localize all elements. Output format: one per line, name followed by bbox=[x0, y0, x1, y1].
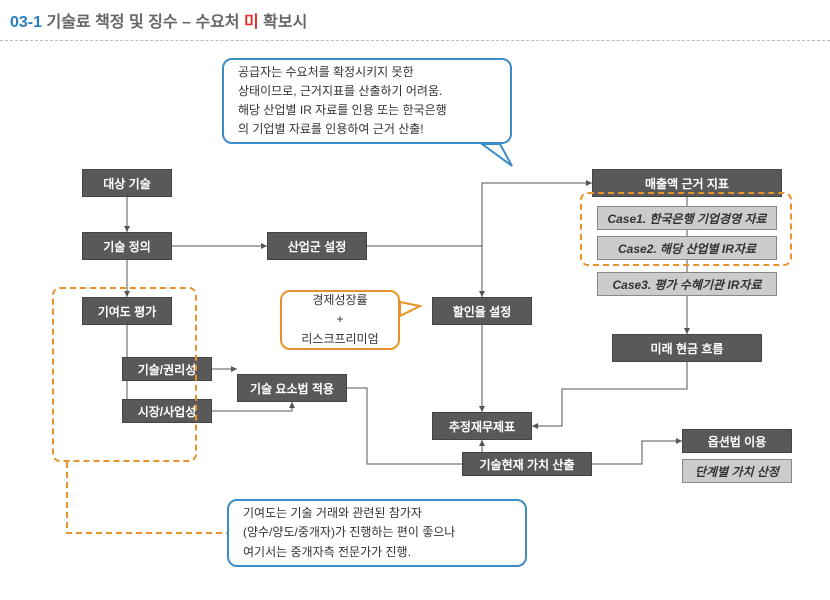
title-main-before: 기술료 책정 및 징수 – 수요처 bbox=[46, 14, 239, 31]
node-future-cash: 미래 현금 흐름 bbox=[612, 334, 762, 362]
node-tech-factor: 기술 요소법 적용 bbox=[237, 374, 347, 402]
page-title: 03-1 기술료 책정 및 징수 – 수요처 미 확보시 bbox=[0, 4, 830, 41]
callout-bottom: 기여도는 기술 거래와 관련된 참가자(양수/양도/중개자)가 진행하는 편이 … bbox=[227, 499, 527, 567]
node-tech-value: 기술현재 가치 산출 bbox=[462, 452, 592, 476]
node-industry-set: 산업군 설정 bbox=[267, 232, 367, 260]
title-emphasis: 미 bbox=[244, 14, 259, 31]
node-option-method: 옵션법 이용 bbox=[682, 429, 792, 453]
title-prefix: 03-1 bbox=[10, 14, 42, 31]
dashbox-0 bbox=[52, 287, 197, 462]
node-case3: Case3. 평가 수혜기관 IR자료 bbox=[597, 272, 777, 296]
flowchart: 대상 기술기술 정의기여도 평가기술/권리성시장/사업성산업군 설정기술 요소법… bbox=[22, 44, 814, 590]
callout-orange: 경제성장률+리스크프리미엄 bbox=[280, 290, 400, 350]
node-tech-def: 기술 정의 bbox=[82, 232, 172, 260]
node-discount-set: 할인율 설정 bbox=[432, 297, 532, 325]
dashbox-1 bbox=[580, 192, 792, 266]
node-est-financials: 추정재무제표 bbox=[432, 412, 532, 440]
title-main-after: 확보시 bbox=[263, 14, 307, 31]
node-target-tech: 대상 기술 bbox=[82, 169, 172, 197]
callout-top: 공급자는 수요처를 확정시키지 못한상태이므로, 근거지표를 산출하기 어려움.… bbox=[222, 58, 512, 144]
node-step-value: 단계별 가치 산정 bbox=[682, 459, 792, 483]
